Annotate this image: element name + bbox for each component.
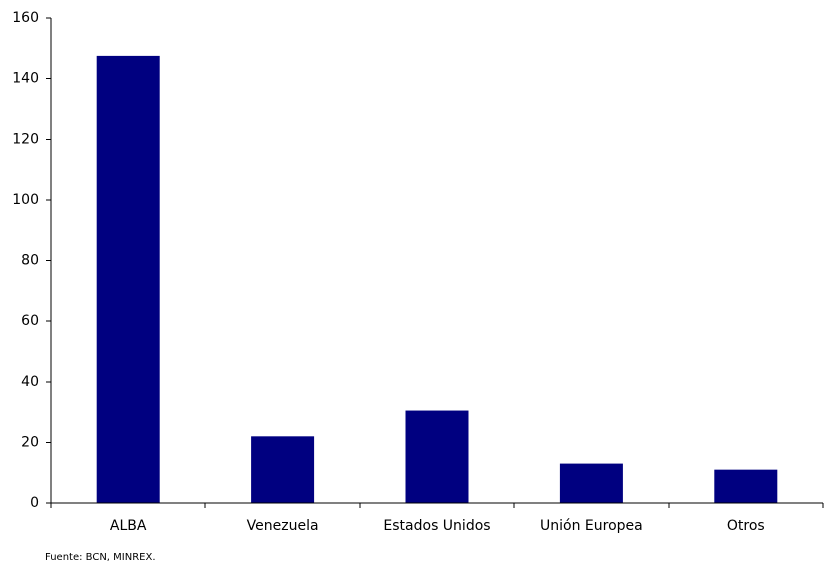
x-category-label: Unión Europea [540, 518, 643, 534]
y-tick-label: 140 [12, 71, 39, 87]
bar-2 [251, 436, 315, 503]
y-axis-ticks: 0 20 40 60 80 100 120 140 160 [12, 10, 51, 511]
y-tick-label: 100 [12, 192, 39, 208]
x-category-label: Venezuela [247, 518, 319, 534]
bar-5 [714, 469, 778, 503]
y-tick-label: 20 [21, 434, 39, 450]
bar-3 [405, 410, 469, 503]
y-tick-label: 0 [30, 495, 39, 511]
x-category-label: ALBA [110, 518, 147, 534]
bar-4 [559, 463, 623, 503]
x-category-label: Otros [727, 518, 765, 534]
bars [96, 55, 778, 503]
y-tick-label: 60 [21, 313, 39, 329]
x-category-label: Estados Unidos [383, 518, 490, 534]
bar-1 [96, 55, 160, 503]
y-tick-label: 120 [12, 131, 39, 147]
y-tick-label: 160 [12, 10, 39, 26]
x-axis-ticks: ALBA Venezuela Estados Unidos Unión Europea… [50, 503, 824, 534]
y-tick-label: 80 [21, 253, 39, 269]
source-note: Fuente: BCN, MINREX. [45, 552, 156, 563]
y-tick-label: 40 [21, 374, 39, 390]
